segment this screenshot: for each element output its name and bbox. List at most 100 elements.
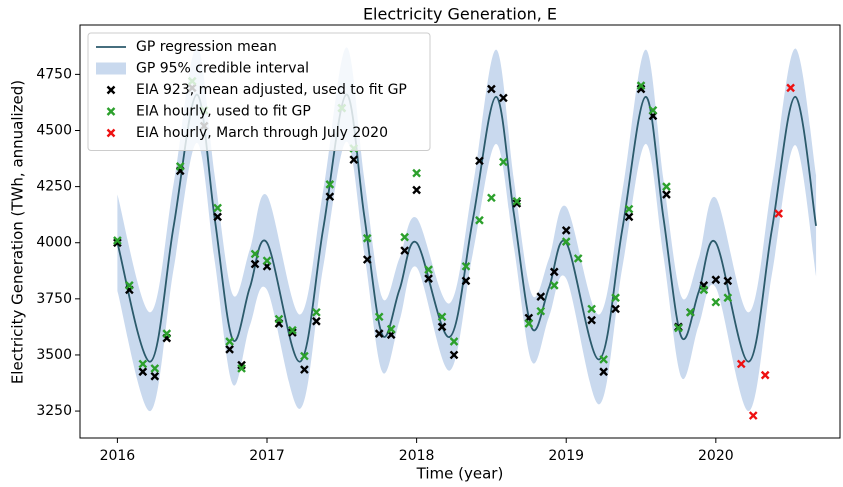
scatter-point	[312, 307, 321, 317]
scatter-point	[549, 267, 559, 277]
legend-band	[96, 62, 126, 75]
x-axis-label: Time (year)	[416, 465, 504, 483]
scatter-point	[662, 190, 671, 199]
scatter-point	[374, 329, 384, 338]
scatter-point	[449, 337, 459, 346]
scatter-point	[175, 162, 185, 171]
scatter-point	[774, 209, 784, 218]
x-tick-label: 2016	[100, 448, 136, 464]
y-tick-label: 4500	[36, 122, 72, 138]
scatter-point	[624, 204, 634, 214]
scatter-point	[362, 255, 372, 264]
chart-title: Electricity Generation, E	[363, 5, 557, 24]
scatter-point	[138, 367, 148, 377]
scatter-point	[150, 364, 160, 373]
scatter-point	[536, 306, 546, 316]
scatter-point	[288, 325, 297, 335]
scatter-point	[162, 329, 172, 338]
scatter-point	[237, 364, 246, 373]
scatter-point	[437, 322, 447, 332]
scatter-point	[699, 285, 709, 295]
scatter-point	[437, 312, 447, 322]
scatter-point	[325, 192, 335, 202]
scatter-point	[424, 274, 433, 283]
scatter-point	[412, 185, 421, 195]
scatter-point	[386, 324, 396, 334]
legend-frame	[87, 32, 431, 151]
y-tick-label: 3250	[36, 403, 72, 419]
scatter-point	[362, 233, 372, 243]
scatter-point	[374, 312, 384, 322]
scatter-point	[674, 323, 683, 333]
scatter-point	[561, 226, 571, 235]
legend-label: GP 95% credible interval	[136, 61, 309, 77]
scatter-point	[250, 259, 260, 269]
legend-marker	[106, 128, 116, 138]
legend: GP regression mean GP 95% credible interv…	[87, 32, 431, 151]
scatter-point	[499, 93, 508, 103]
scatter-point	[512, 199, 522, 208]
legend-label: EIA 923, mean adjusted, used to fit GP	[136, 82, 407, 98]
scatter-point	[424, 265, 433, 275]
x-tick-label: 2019	[548, 448, 584, 464]
scatter-point	[262, 256, 272, 266]
scatter-point	[461, 261, 471, 271]
scatter-point	[138, 359, 148, 369]
y-tick-label: 4750	[36, 66, 72, 82]
scatter-point	[611, 304, 620, 314]
scatter-point	[786, 83, 795, 93]
scatter-point	[213, 203, 222, 213]
scatter-point	[250, 249, 260, 259]
scatter-point	[412, 168, 421, 178]
scatter-point	[711, 297, 721, 307]
scatter-point	[723, 276, 733, 286]
legend-marker	[106, 107, 116, 116]
scatter-point	[587, 315, 597, 325]
scatter-point	[274, 314, 284, 324]
scatter-point	[325, 180, 335, 189]
scatter-point	[723, 293, 733, 303]
scatter-point	[125, 281, 134, 290]
scatter-point	[711, 275, 721, 285]
scatter-point	[587, 304, 597, 314]
plot-frame	[79, 24, 841, 439]
scatter-point	[487, 193, 496, 203]
scatter-point	[636, 81, 646, 90]
scatter-point	[300, 351, 309, 361]
scatter-point	[536, 292, 546, 301]
y-tick-label: 3750	[36, 291, 72, 307]
scatter-point	[288, 328, 297, 337]
scatter-point	[624, 212, 634, 222]
scatter-point	[449, 350, 459, 360]
scatter-point	[662, 182, 671, 191]
scatter-point	[312, 316, 321, 326]
scatter-point	[349, 155, 359, 165]
credible-band	[117, 46, 817, 412]
scatter-point	[686, 307, 695, 317]
y-tick-label: 4000	[36, 235, 72, 251]
y-tick-label: 3500	[36, 347, 72, 363]
scatter-point	[561, 237, 571, 246]
scatter-point	[524, 319, 534, 328]
scatter-point	[113, 236, 122, 245]
x-tick-label: 2020	[698, 448, 734, 464]
scatter-point	[748, 411, 758, 420]
scatter-point	[736, 359, 746, 369]
scatter-point	[475, 156, 484, 166]
scatter-point	[213, 212, 222, 222]
scatter-point	[400, 232, 409, 242]
x-tick-label: 2017	[249, 448, 285, 464]
x-tick-label: 2018	[399, 448, 435, 464]
legend-label: EIA hourly, used to fit GP	[136, 104, 311, 120]
scatter-point	[475, 215, 484, 225]
scatter-point	[225, 337, 234, 346]
legend-label: GP regression mean	[136, 39, 277, 55]
scatter-point	[150, 371, 160, 381]
scatter-point	[225, 344, 234, 354]
scatter-point	[760, 370, 770, 380]
scatter-point	[487, 84, 496, 94]
scatter-point	[113, 238, 122, 248]
y-axis-label: Electricity Generation (TWh, annualized)	[9, 80, 27, 384]
scatter-point	[599, 367, 608, 377]
